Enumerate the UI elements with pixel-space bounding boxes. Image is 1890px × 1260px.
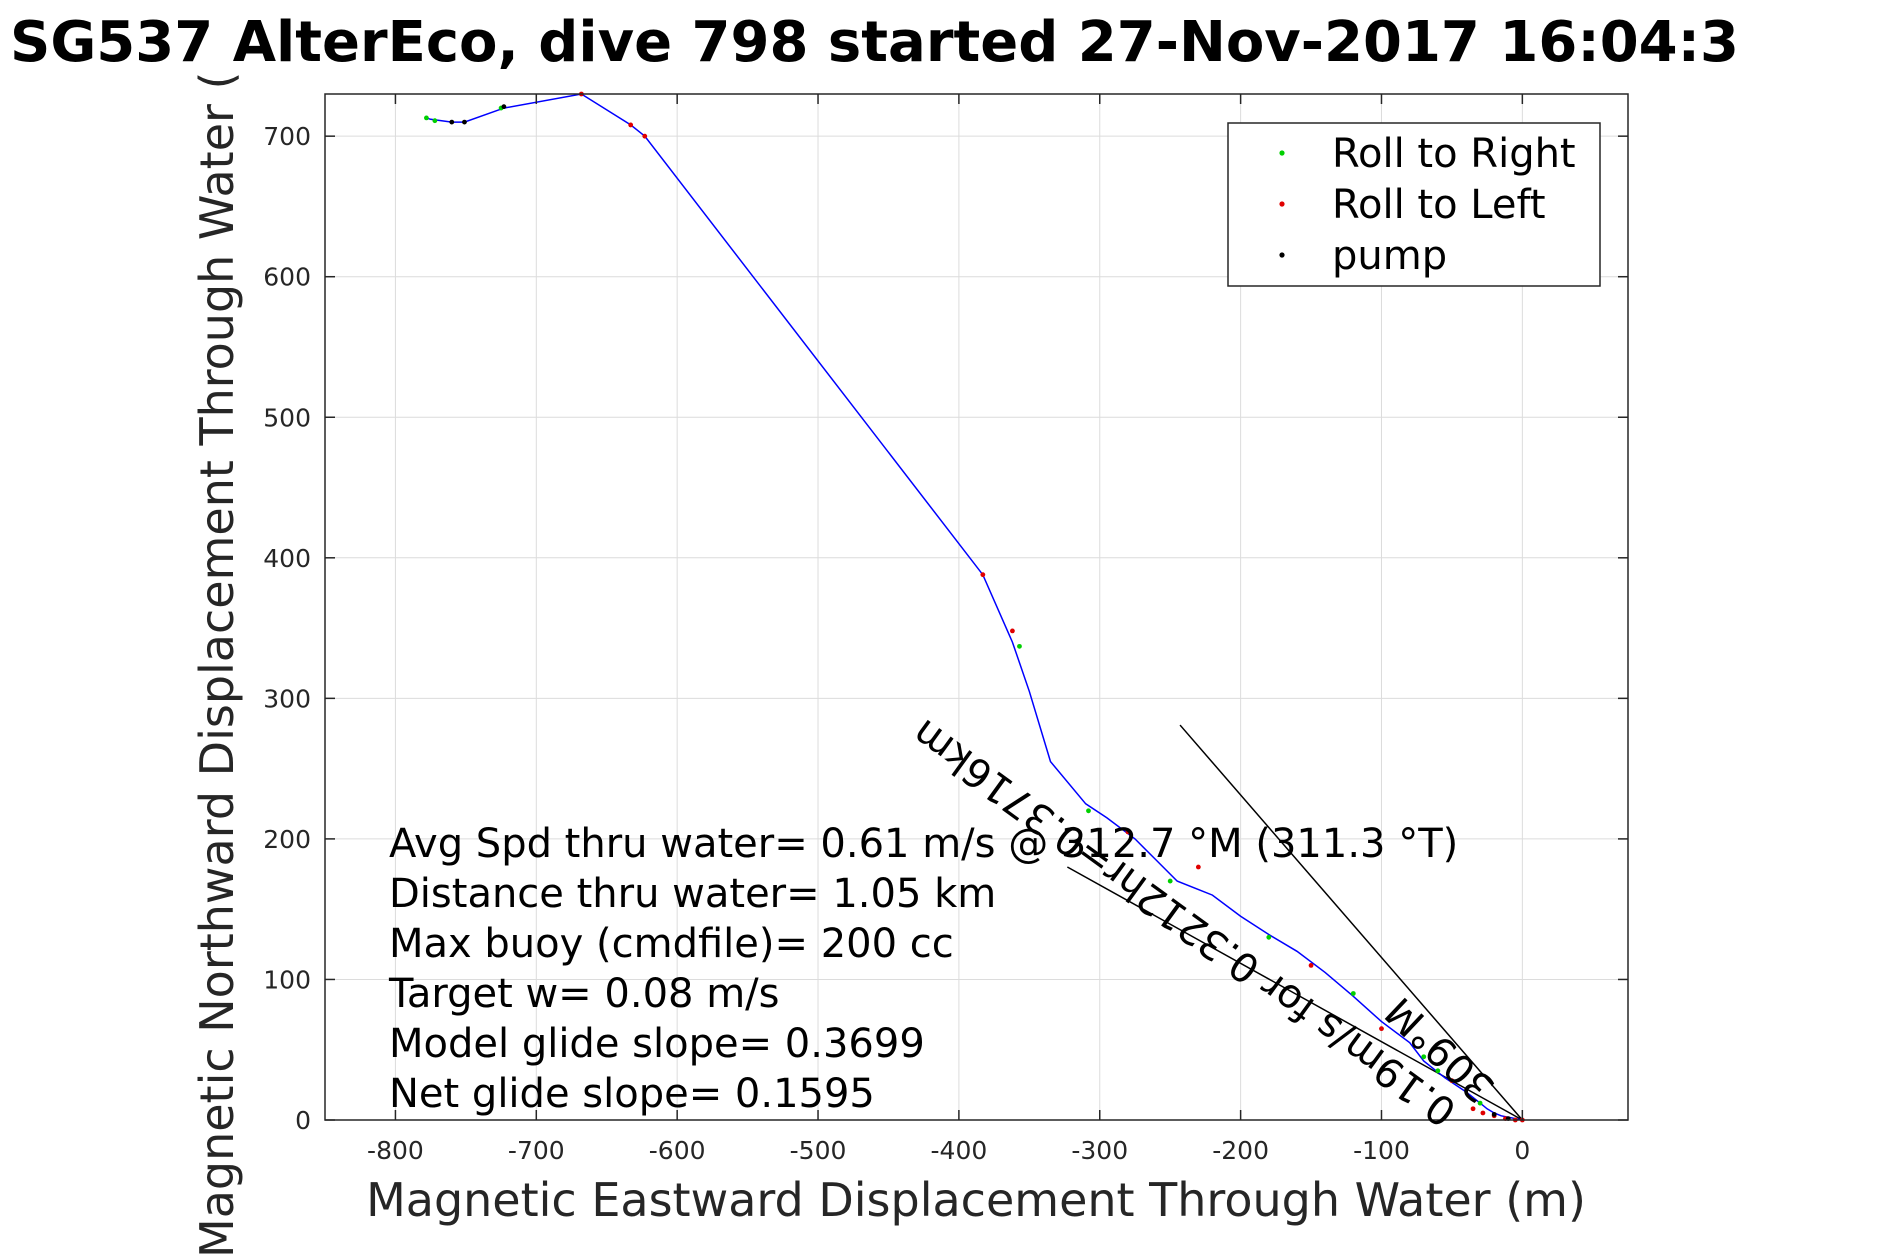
- x-tick-label: -700: [508, 1136, 565, 1165]
- y-tick-label: 600: [263, 263, 311, 292]
- stat-line: Model glide slope= 0.3699: [389, 1021, 925, 1067]
- roll-to-right-point: [1167, 878, 1173, 884]
- y-tick-label: 200: [263, 825, 311, 854]
- track-line: [426, 93, 1523, 1121]
- pump-point: [449, 119, 455, 125]
- stat-line: Distance thru water= 1.05 km: [389, 871, 996, 917]
- legend-marker-pump: [1279, 252, 1285, 258]
- pump-point: [1491, 1111, 1497, 1117]
- legend-label-roll-to-left: Roll to Left: [1332, 182, 1546, 228]
- y-tick-label: 400: [263, 544, 311, 573]
- roll-to-left-point: [628, 122, 634, 128]
- roll-to-right-point: [424, 115, 429, 121]
- stat-line: Avg Spd thru water= 0.61 m/s @ 312.7 °M …: [389, 821, 1458, 867]
- plot-frame: [324, 93, 1629, 1121]
- y-tick-label: 100: [263, 965, 311, 994]
- legend-marker-roll-to-right: [1279, 150, 1285, 156]
- roll-to-left-point: [1470, 1106, 1476, 1112]
- x-tick-label: -100: [1353, 1136, 1410, 1165]
- y-tick-label: 300: [263, 684, 311, 713]
- pump-point: [501, 104, 507, 110]
- roll-to-left-point: [980, 572, 986, 578]
- roll-to-left-point: [1449, 1078, 1455, 1084]
- x-tick-label: -800: [367, 1136, 424, 1165]
- chart-title: SG537 AlterEco, dive 798 started 27-Nov-…: [10, 10, 1739, 75]
- dive-stats: Avg Spd thru water= 0.61 m/s @ 312.7 °M …: [388, 821, 1458, 1117]
- roll-to-left-point: [1195, 864, 1201, 870]
- roll-to-left-point: [1010, 628, 1015, 634]
- roll-to-left-point: [1480, 1110, 1486, 1116]
- target-line: [1179, 724, 1523, 1121]
- legend: Roll to Right Roll to Left pump: [1227, 122, 1601, 287]
- roll-to-left-point: [1308, 962, 1314, 968]
- y-axis-label: Magnetic Northward Displacement Through …: [190, 72, 244, 1258]
- stat-line: Target w= 0.08 m/s: [388, 971, 779, 1017]
- reference-lines: [1066, 724, 1523, 1121]
- roll-to-right-point: [1435, 1068, 1441, 1074]
- roll-to-right-point: [432, 118, 438, 124]
- x-tick-label: -500: [790, 1136, 847, 1165]
- stat-line: Net glide slope= 0.1595: [389, 1071, 875, 1117]
- x-tick-label: -600: [649, 1136, 706, 1165]
- roll-to-left-point: [1379, 1026, 1384, 1032]
- roll-to-right-point: [1477, 1100, 1483, 1106]
- y-tick-label: 500: [263, 403, 311, 432]
- legend-label-pump: pump: [1332, 233, 1447, 279]
- roll-to-right-point: [1421, 1054, 1427, 1060]
- legend-label-roll-to-right: Roll to Right: [1332, 131, 1576, 177]
- roll-to-right-point: [1086, 808, 1091, 814]
- roll-markers: [424, 91, 1525, 1123]
- legend-marker-roll-to-left: [1279, 201, 1285, 207]
- axis-ticks: -800 -700 -600 -500 -400 -300 -200 -100 0 0 100 200…: [263, 94, 1628, 1165]
- x-tick-label: -400: [931, 1136, 988, 1165]
- roll-to-right-point: [1017, 643, 1022, 649]
- x-tick-label: -300: [1071, 1136, 1128, 1165]
- y-tick-label: 0: [295, 1106, 311, 1135]
- roll-to-left-point: [1125, 829, 1131, 835]
- roll-to-right-point: [1350, 991, 1356, 996]
- heading-line: [1066, 866, 1523, 1121]
- pump-point: [462, 119, 467, 125]
- y-tick-label: 700: [263, 122, 311, 151]
- roll-to-right-point: [1266, 934, 1272, 940]
- dive-track: [426, 93, 1523, 1121]
- x-axis-label: Magnetic Eastward Displacement Through W…: [366, 1173, 1586, 1227]
- stat-line: Max buoy (cmdfile)= 200 cc: [389, 921, 954, 967]
- legend-box: [1227, 122, 1601, 287]
- x-tick-label: 0: [1514, 1136, 1530, 1165]
- x-tick-label: -200: [1212, 1136, 1269, 1165]
- roll-to-left-point: [642, 133, 648, 139]
